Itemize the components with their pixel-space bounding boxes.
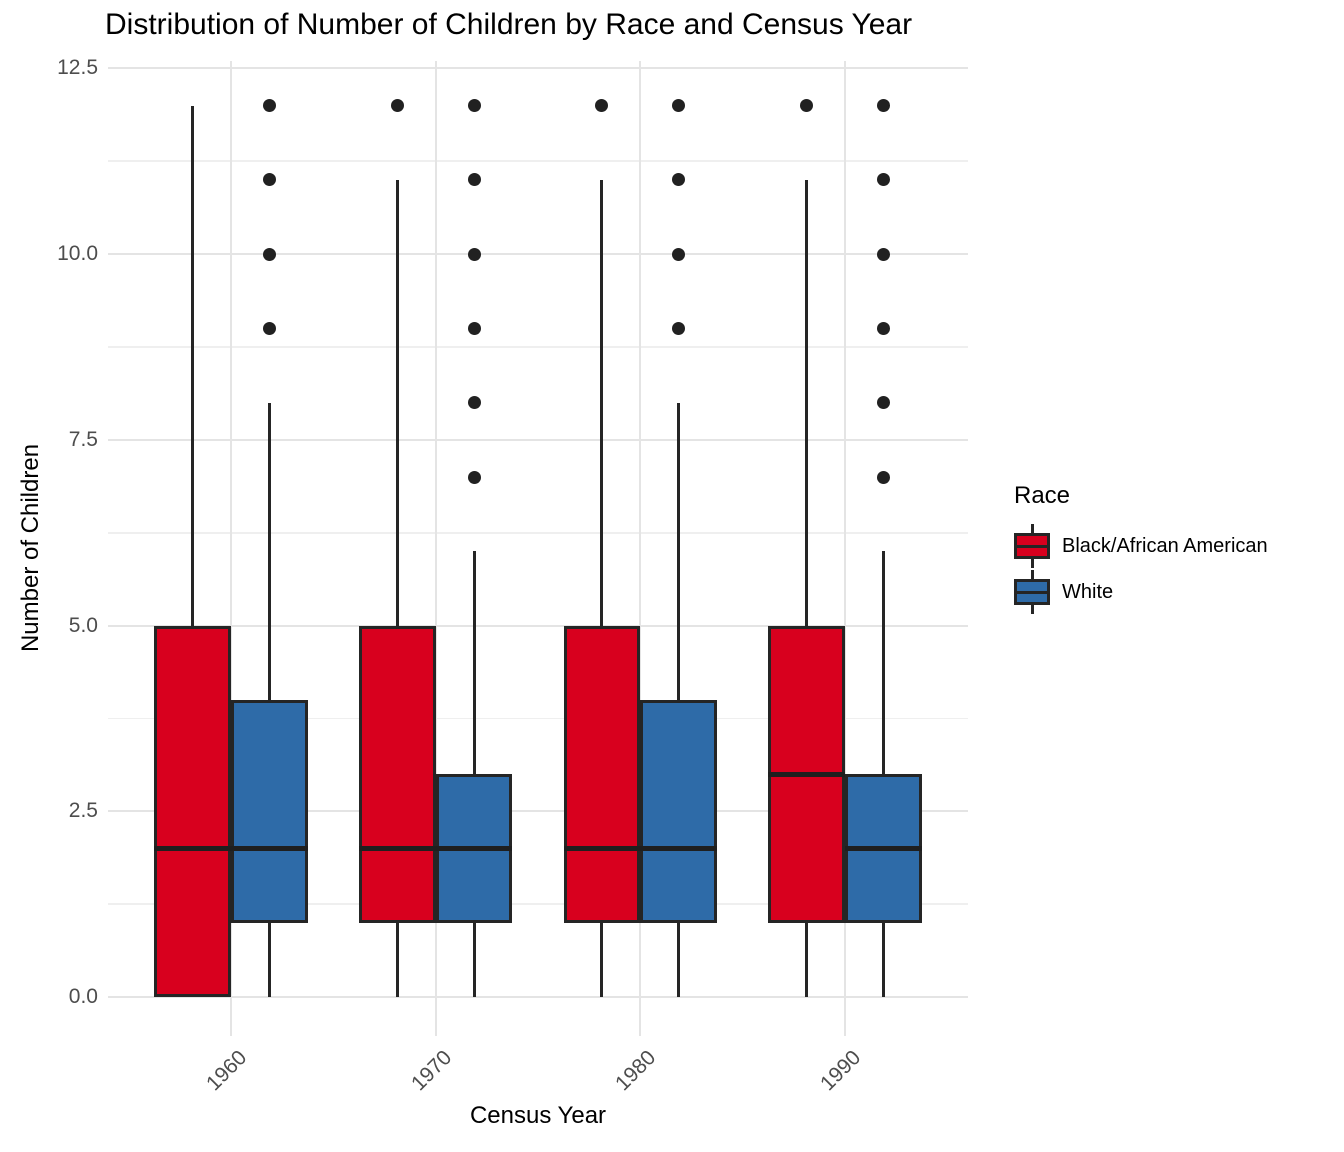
boxplot-box	[640, 699, 718, 923]
boxplot-whisker-upper	[395, 179, 399, 626]
boxplot-whisker-upper	[600, 179, 604, 626]
boxplot-box	[563, 625, 641, 923]
x-tick-label: 1990	[816, 1046, 866, 1096]
boxplot-whisker-lower	[472, 922, 476, 997]
outlier-dot	[672, 99, 686, 113]
boxplot-median	[154, 845, 231, 851]
gridline-minor-h	[108, 346, 968, 348]
boxplot-whisker-lower	[805, 922, 809, 997]
outlier-dot	[467, 396, 481, 410]
boxplot-median	[435, 845, 513, 851]
panel	[108, 61, 968, 1036]
boxplot-whisker-upper	[190, 105, 194, 626]
outlier-dot	[877, 247, 891, 261]
gridline-minor-h	[108, 160, 968, 163]
gridline-minor-h	[108, 903, 968, 905]
boxplot-median	[563, 845, 641, 851]
legend-item: White	[1014, 570, 1268, 614]
y-tick-label: 5.0	[68, 613, 98, 637]
boxplot-whisker-upper	[267, 402, 271, 700]
outlier-dot	[467, 470, 481, 484]
gridline-major-v	[639, 61, 642, 1036]
legend-item-label: Black/African American	[1062, 534, 1268, 557]
boxplot-whisker-lower	[882, 922, 886, 997]
gridline-major-v	[229, 61, 232, 1036]
legend-key-median	[1014, 544, 1050, 548]
boxplot-whisker-upper	[472, 551, 476, 775]
outlier-dot	[262, 247, 276, 261]
outlier-dot	[877, 173, 891, 187]
outlier-dot	[672, 321, 686, 335]
legend-item: Black/African American	[1014, 524, 1268, 568]
legend-key	[1014, 524, 1050, 568]
outlier-dot	[467, 173, 481, 187]
boxplot-median	[358, 845, 436, 851]
plot-title: Distribution of Number of Children by Ra…	[105, 8, 913, 41]
boxplot-whisker-upper	[677, 402, 681, 700]
boxplot-whisker-upper	[882, 551, 886, 775]
legend-items: Black/African American White	[1014, 524, 1268, 614]
boxplot-whisker-lower	[677, 922, 681, 997]
outlier-dot	[467, 321, 481, 335]
outlier-dot	[262, 99, 276, 113]
gridline-minor-h	[108, 531, 968, 534]
legend-key-median	[1014, 590, 1050, 594]
outlier-dot	[467, 99, 481, 113]
outlier-dot	[467, 247, 481, 261]
gridline-major-v	[844, 61, 847, 1036]
boxplot-median	[768, 771, 846, 777]
boxplot-median	[640, 845, 718, 851]
y-tick-label: 2.5	[68, 799, 98, 823]
outlier-dot	[877, 99, 891, 113]
boxplot-whisker-lower	[395, 922, 399, 997]
legend-item-label: White	[1062, 580, 1114, 603]
outlier-dot	[877, 470, 891, 484]
boxplot-whisker-lower	[600, 922, 604, 997]
outlier-dot	[672, 247, 686, 261]
outlier-dot	[262, 321, 276, 335]
gridline-major-h	[108, 67, 968, 70]
outlier-dot	[800, 99, 814, 113]
gridline-major-v	[434, 61, 437, 1036]
y-tick-label: 12.5	[57, 56, 98, 80]
y-tick-label: 10.0	[57, 242, 98, 266]
legend: Race Black/African American White	[1014, 482, 1268, 616]
gridline-major-h	[108, 438, 968, 441]
boxplot-median	[845, 845, 922, 851]
boxplot-box	[230, 699, 308, 923]
boxplot-whisker-lower	[267, 922, 271, 997]
boxplot-median	[230, 845, 308, 851]
boxplot-box	[154, 625, 231, 997]
y-tick-label: 0.0	[68, 985, 98, 1008]
gridline-major-h	[108, 810, 968, 813]
gridline-major-h	[108, 253, 968, 256]
x-axis-title: Census Year	[469, 1102, 607, 1129]
gridline-major-h	[108, 996, 968, 998]
boxplot-whisker-upper	[805, 179, 809, 626]
outlier-dot	[262, 173, 276, 187]
outlier-dot	[672, 173, 686, 187]
legend-key	[1014, 570, 1050, 614]
gridline-minor-h	[108, 717, 968, 720]
boxplot-box	[358, 625, 436, 923]
outlier-dot	[877, 321, 891, 335]
gridline-major-h	[108, 624, 968, 627]
x-tick-label: 1960	[201, 1046, 252, 1096]
legend-title: Race	[1014, 482, 1071, 509]
outlier-dot	[877, 396, 891, 410]
y-tick-label: 7.5	[68, 427, 98, 451]
outlier-dot	[390, 99, 404, 113]
outlier-dot	[595, 99, 609, 113]
